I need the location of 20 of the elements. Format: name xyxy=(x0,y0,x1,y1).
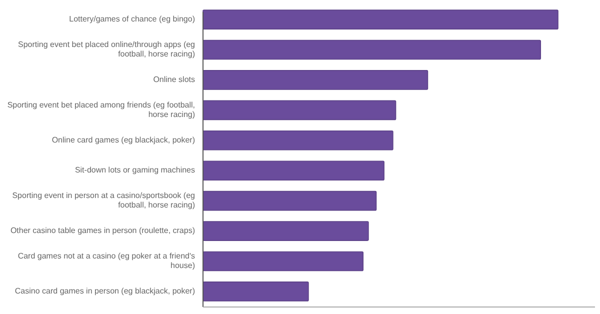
bar xyxy=(202,10,558,30)
bar xyxy=(202,251,364,272)
y-tick-label: Other casino table games in person (roulette, craps) xyxy=(10,226,196,236)
bar xyxy=(202,40,542,60)
bar xyxy=(202,190,377,211)
y-tick-label: Card games not at a casino (eg poker at a friend's house) xyxy=(18,252,196,270)
y-tick-label: Casino card games in person (eg blackjack, poker) xyxy=(14,286,196,296)
y-tick-label: Sporting event bet placed online/through apps (eg football, horse racing) xyxy=(18,40,196,59)
bar xyxy=(202,160,384,181)
y-tick-label: Sporting event bet placed among friends (eg football, horse racing) xyxy=(7,100,196,120)
y-tick-label: Sporting event in person at a casino/sportsbook (eg football, horse racing) xyxy=(12,191,196,210)
y-tick-label: Online slots xyxy=(153,75,195,84)
bar xyxy=(202,70,428,90)
y-tick-label: Sit-down lots or gaming machines xyxy=(74,166,195,175)
y-tick-label: Lottery/games of chance (eg bingo) xyxy=(69,14,196,24)
bar xyxy=(202,282,309,302)
bar xyxy=(202,221,369,241)
y-tick-label: Online card games (eg blackjack, poker) xyxy=(52,136,196,145)
bar xyxy=(202,100,396,120)
bar xyxy=(202,130,394,150)
